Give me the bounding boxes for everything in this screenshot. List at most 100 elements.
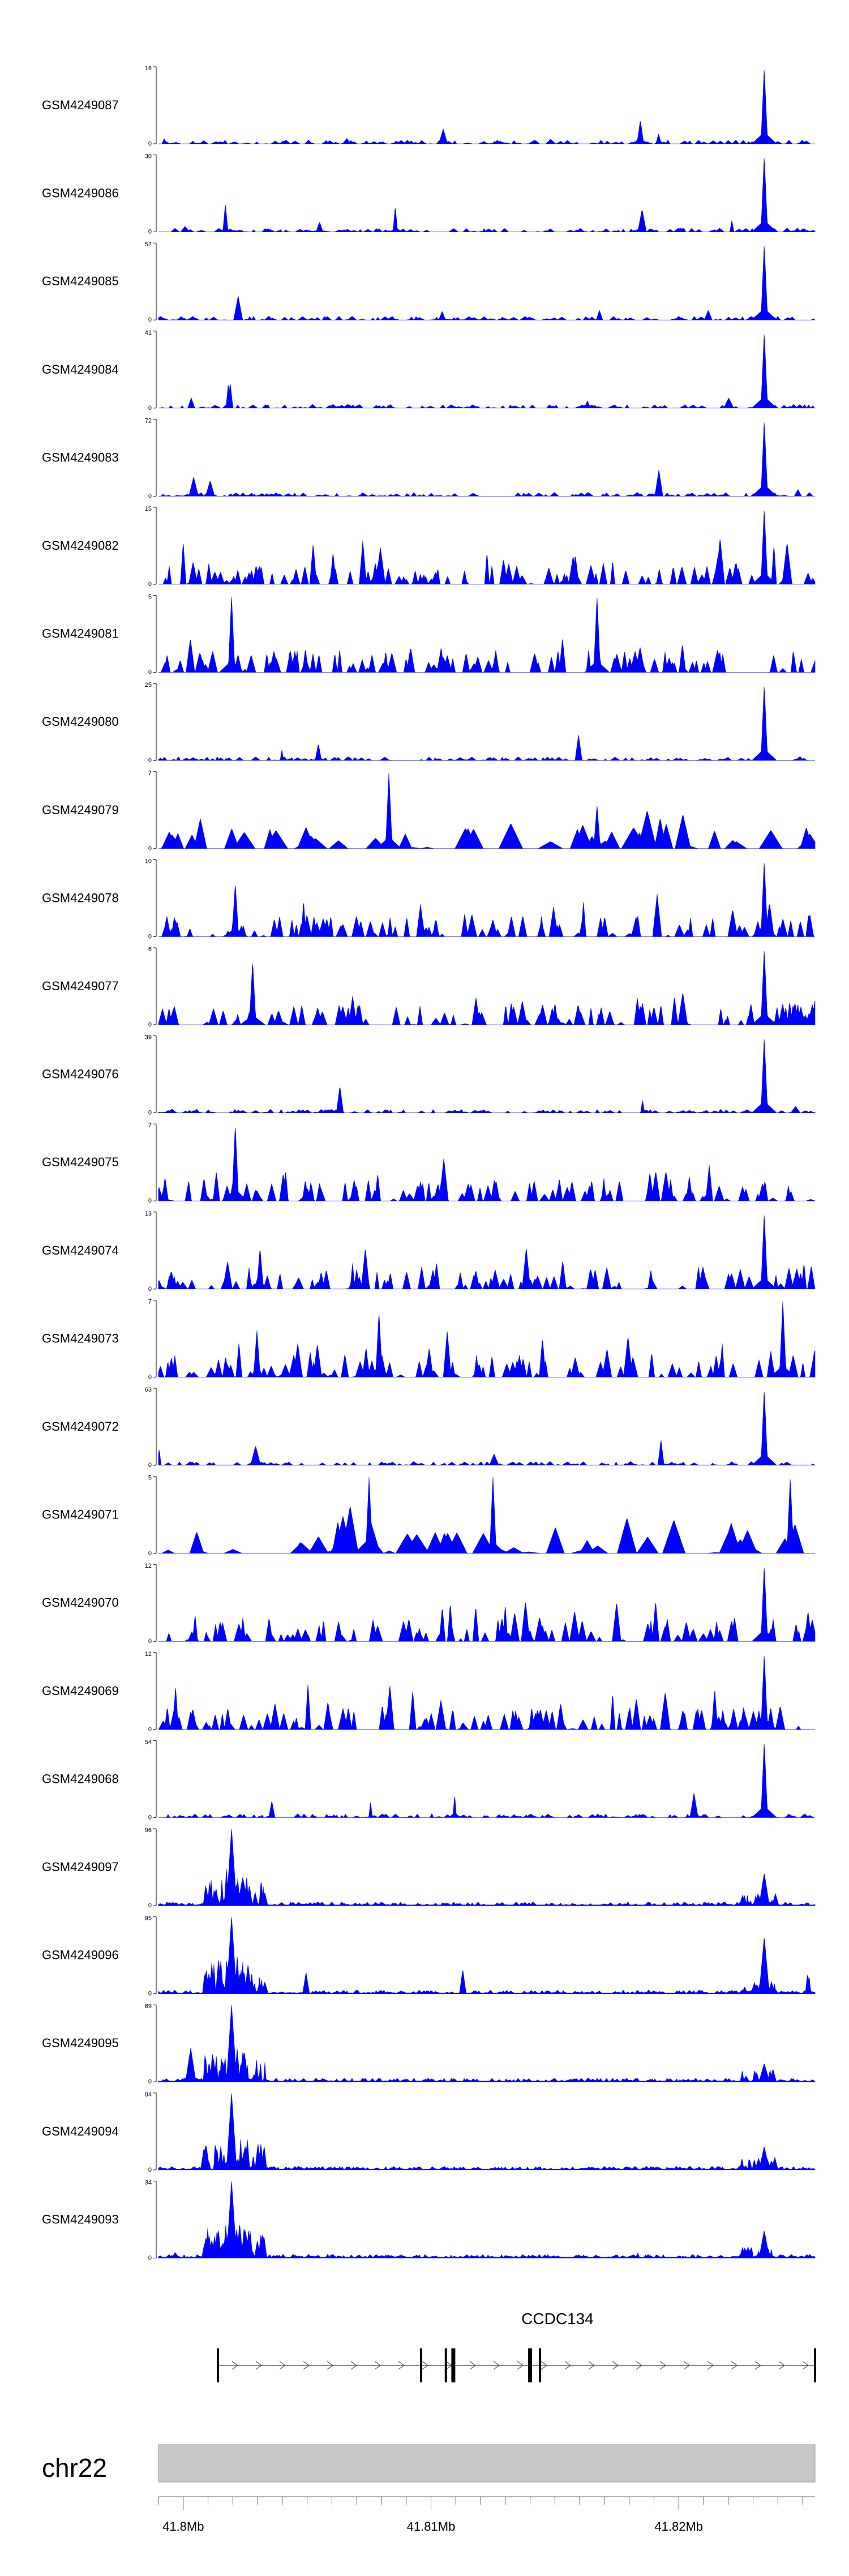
track-label: GSM4249068 [42,1771,119,1786]
signal-area [158,863,815,937]
strand-arrow [398,2361,405,2370]
strand-arrow [374,2361,381,2370]
y-max-label: 7 [148,1298,152,1305]
track-GSM4249079: GSM4249079 7 0 [42,770,816,852]
y-max-label: 30 [145,153,152,160]
track-label: GSM4249096 [42,1948,119,1962]
y-max-label: 13 [145,1210,152,1217]
y-min-label: 0 [148,757,152,764]
y-min-label: 0 [148,1638,152,1645]
chromosome-label: chr22 [42,2453,107,2483]
signal-area [158,1829,816,1906]
strand-arrow [517,2361,524,2370]
x-tick-label: 41.81Mb [407,2519,456,2534]
gene-exon [420,2348,422,2382]
track-GSM4249077: GSM4249077 6 0 [42,946,816,1028]
track-label: GSM4249095 [42,2036,119,2050]
strand-arrow [659,2361,667,2370]
strand-arrow [422,2361,429,2370]
strand-arrow [350,2361,358,2370]
strand-arrow [612,2361,619,2370]
strand-arrow [303,2361,310,2370]
track-label: GSM4249081 [42,627,119,641]
y-min-label: 0 [148,845,152,852]
gene-exon [539,2348,542,2382]
track-GSM4249071: GSM4249071 5 0 [42,1475,815,1557]
strand-arrow [731,2361,738,2370]
track-GSM4249094: GSM4249094 84 0 [42,2091,816,2173]
signal-area [158,422,815,497]
gene-exon [217,2348,220,2382]
track-GSM4249095: GSM4249095 69 0 [42,2003,816,2085]
y-max-label: 15 [145,506,152,512]
signal-area [158,1477,815,1554]
y-min-label: 0 [148,1110,152,1116]
signal-area [158,2093,816,2171]
y-min-label: 0 [148,1462,152,1469]
y-max-label: 95 [145,1915,152,1922]
signal-area [158,1301,816,1377]
track-GSM4249085: GSM4249085 52 0 [42,241,816,323]
track-GSM4249080: GSM4249080 25 0 [42,682,815,764]
strand-arrow [231,2361,239,2370]
strand-arrow [588,2361,595,2370]
y-max-label: 16 [145,65,152,72]
track-label: GSM4249084 [42,362,119,376]
signal-area [158,597,816,673]
track-label: GSM4249074 [42,1243,119,1257]
y-max-label: 41 [145,330,152,336]
y-min-label: 0 [148,1991,152,1997]
strand-arrow [683,2361,691,2370]
strand-arrow [707,2361,714,2370]
gene-exon [444,2348,447,2382]
strand-arrow [493,2361,500,2370]
strand-arrow [541,2361,548,2370]
signal-area [158,1391,816,1466]
strand-arrow [636,2361,643,2370]
gene-track: CCDC134 [217,2310,816,2382]
signal-area [158,1744,815,1818]
signal-area [158,1039,816,1113]
signal-area [158,246,816,320]
y-max-label: 5 [148,594,152,601]
strand-arrow [327,2361,334,2370]
strand-arrow [255,2361,263,2370]
track-GSM4249074: GSM4249074 13 0 [42,1210,816,1293]
y-max-label: 12 [145,1563,152,1569]
track-label: GSM4249078 [42,891,119,905]
signal-area [158,772,816,849]
track-GSM4249093: GSM4249093 34 0 [42,2179,816,2261]
y-min-label: 0 [148,2254,152,2261]
y-min-label: 0 [148,1197,152,1204]
strand-arrow [469,2361,477,2370]
track-GSM4249082: GSM4249082 15 0 [42,506,816,588]
x-tick-label: 41.8Mb [162,2519,204,2534]
y-max-label: 39 [145,1034,152,1041]
y-min-label: 0 [148,140,152,147]
y-max-label: 10 [145,858,152,865]
gene-exon [528,2348,533,2382]
y-min-label: 0 [148,1286,152,1293]
track-GSM4249069: GSM4249069 12 0 [42,1651,815,1733]
track-label: GSM4249071 [42,1508,119,1522]
track-GSM4249068: GSM4249068 54 0 [42,1739,815,1821]
signal-tracks: GSM4249087160GSM4249086300GSM4249085520G… [42,65,816,2261]
track-label: GSM4249075 [42,1155,119,1169]
signal-area [158,158,816,233]
signal-area [158,334,816,409]
y-max-label: 84 [145,2091,152,2098]
track-GSM4249084: GSM4249084 41 0 [42,330,816,412]
y-max-label: 96 [145,1827,152,1834]
signal-area [158,70,815,144]
track-label: GSM4249083 [42,450,119,464]
signal-area [158,2005,816,2082]
gene-exon [451,2348,456,2382]
track-GSM4249083: GSM4249083 72 0 [42,417,815,499]
signal-area [158,1917,816,1994]
track-label: GSM4249097 [42,1860,119,1874]
y-max-label: 69 [145,2003,152,2010]
track-GSM4249072: GSM4249072 63 0 [42,1387,816,1469]
track-label: GSM4249087 [42,98,119,112]
track-label: GSM4249080 [42,714,119,729]
strand-arrow [279,2361,286,2370]
